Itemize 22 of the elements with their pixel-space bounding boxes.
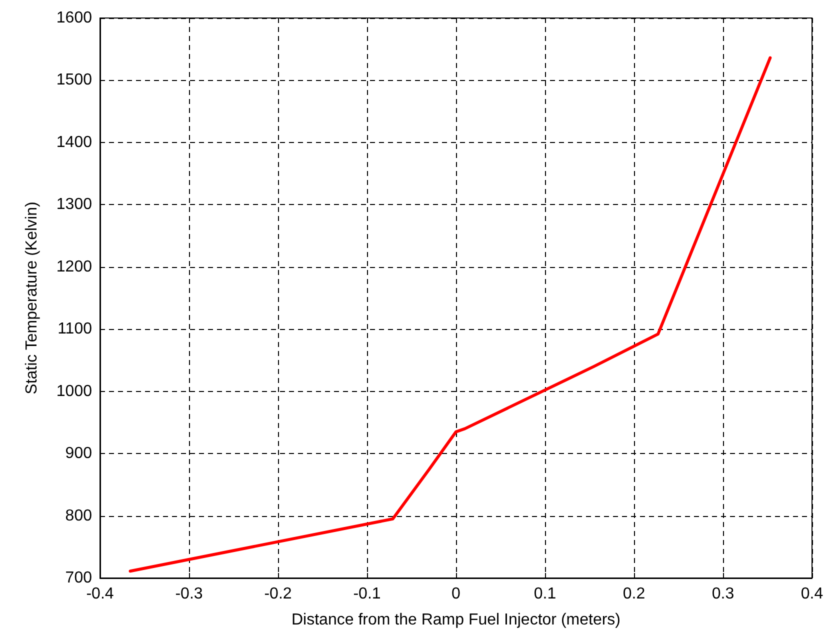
y-tick-label: 1100 [58,320,92,338]
x-tick-label: 0.3 [712,586,734,602]
x-tick-label: -0.2 [264,586,292,602]
x-tick-label: 0.1 [534,586,556,602]
y-tick-label: 800 [65,507,92,524]
y-tick-label: 700 [65,570,92,586]
y-tick-label: 1400 [56,134,92,151]
y-tick-label: 1500 [56,72,92,89]
y-axis-title: Static Temperature (Kelvin) [24,202,40,394]
x-tick-label: 0.4 [800,586,824,602]
y-tick-label: 1300 [56,196,92,214]
x-tick-label: 0.2 [622,586,646,602]
y-tick-label: 900 [65,445,92,462]
x-tick-label: -0.3 [175,586,203,602]
x-tick-label: -0.4 [86,586,114,602]
x-tick-label: 0 [452,586,461,602]
y-tick-label: 1000 [56,382,92,400]
x-axis-title: Distance from the Ramp Fuel Injector (meters) [292,612,620,628]
y-tick-label: 1200 [56,258,92,276]
x-tick-label: -0.1 [353,586,381,602]
line-series [128,56,772,573]
y-tick-label: 1600 [56,10,92,26]
